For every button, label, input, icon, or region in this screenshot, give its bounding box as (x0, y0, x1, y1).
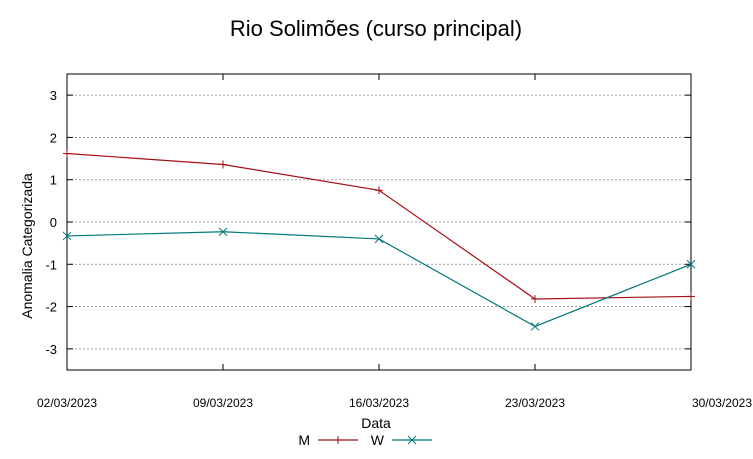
legend-label-M: M (298, 432, 310, 448)
x-axis-ticks: 02/03/2023 09/03/2023 16/03/2023 23/03/2023… (37, 74, 752, 410)
data-point-W (62, 231, 72, 241)
chart-title: Rio Solimões (curso principal) (230, 16, 522, 41)
series-layer (62, 149, 696, 331)
grid-lines (67, 94, 691, 350)
legend-label-W: W (371, 432, 385, 448)
y-tick-label: -1 (45, 257, 57, 272)
x-tick-label: 23/03/2023 (505, 396, 565, 410)
x-tick-label: 02/03/2023 (37, 396, 97, 410)
series-line-W (66, 231, 692, 328)
data-point-W (530, 322, 540, 331)
series-W (62, 227, 696, 331)
data-point-M (531, 294, 539, 303)
data-point-M (687, 292, 695, 301)
y-tick-label: -2 (45, 300, 57, 315)
legend-marker-M (334, 436, 342, 444)
y-tick-label: 1 (50, 173, 57, 188)
series-line-M (66, 152, 692, 300)
x-tick-label: 16/03/2023 (349, 396, 409, 410)
y-axis-ticks: -3 -2 -1 0 1 2 3 (45, 88, 691, 357)
data-point-W (374, 234, 384, 244)
x-tick-label: 09/03/2023 (193, 396, 253, 410)
series-M (63, 149, 695, 303)
x-tick-label: 30/03/2023 (692, 396, 752, 410)
y-tick-label: -3 (45, 342, 57, 357)
legend-marker-W (407, 435, 417, 445)
data-point-W (218, 227, 228, 237)
y-axis-label: Anomalia Categorizada (19, 173, 35, 319)
data-point-M (375, 186, 383, 195)
y-tick-label: 3 (50, 88, 57, 103)
x-axis-label: Data (361, 415, 391, 431)
data-point-M (63, 149, 71, 158)
data-point-W (686, 259, 696, 269)
y-tick-label: 0 (50, 215, 57, 230)
y-tick-label: 2 (50, 130, 57, 145)
data-point-M (219, 160, 227, 169)
